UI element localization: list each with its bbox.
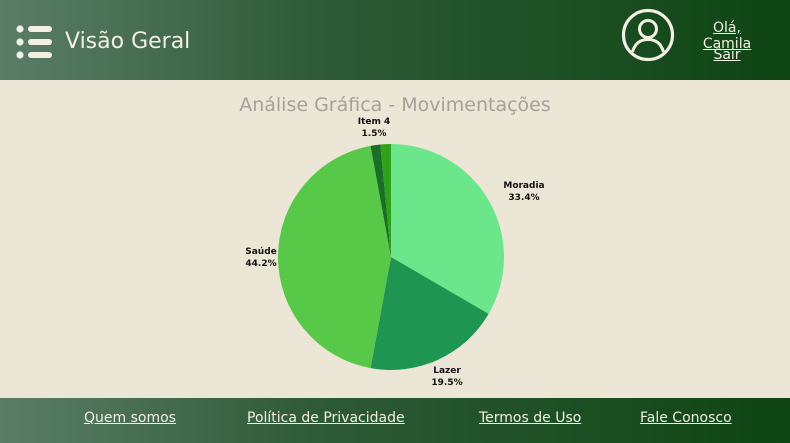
footer: Quem somos Política de Privacidade Termo… <box>0 398 790 443</box>
logout-link[interactable]: Sair <box>713 47 741 63</box>
slice-percent-label: 33.4% <box>508 193 539 203</box>
footer-link-contact[interactable]: Fale Conosco <box>640 410 732 426</box>
slice-percent-label: 19.5% <box>431 378 462 388</box>
pie-slice-moradia <box>391 144 504 314</box>
pie-chart: Moradia 33.4% Lazer 19.5% Saúde 44.2% Item 4 1.… <box>245 117 544 388</box>
slice-label: Lazer <box>433 366 461 376</box>
footer-link-about[interactable]: Quem somos <box>84 410 176 426</box>
chart-title: Análise Gráfica - Movimentações <box>239 94 551 116</box>
footer-link-privacy[interactable]: Política de Privacidade <box>247 410 405 426</box>
top-header: Visão Geral Olá, Camila Sair <box>0 0 790 80</box>
slice-label: Item 4 <box>358 117 391 127</box>
list-icon[interactable] <box>16 24 54 62</box>
pie-slice-item-4 <box>380 144 391 257</box>
pie-slice-saúde <box>278 145 391 369</box>
pie-slice-unlabeled <box>370 144 391 257</box>
slice-label: Moradia <box>503 181 544 191</box>
slice-label: Saúde <box>245 247 277 257</box>
slice-percent-label: 1.5% <box>362 129 387 139</box>
footer-link-terms[interactable]: Termos de Uso <box>479 410 582 426</box>
page-title: Visão Geral <box>65 29 191 54</box>
pie-slice-lazer <box>370 257 489 371</box>
slice-percent-label: 44.2% <box>245 259 276 269</box>
user-greeting-link[interactable]: Olá, Camila <box>702 20 752 52</box>
user-avatar-icon[interactable] <box>621 8 675 62</box>
